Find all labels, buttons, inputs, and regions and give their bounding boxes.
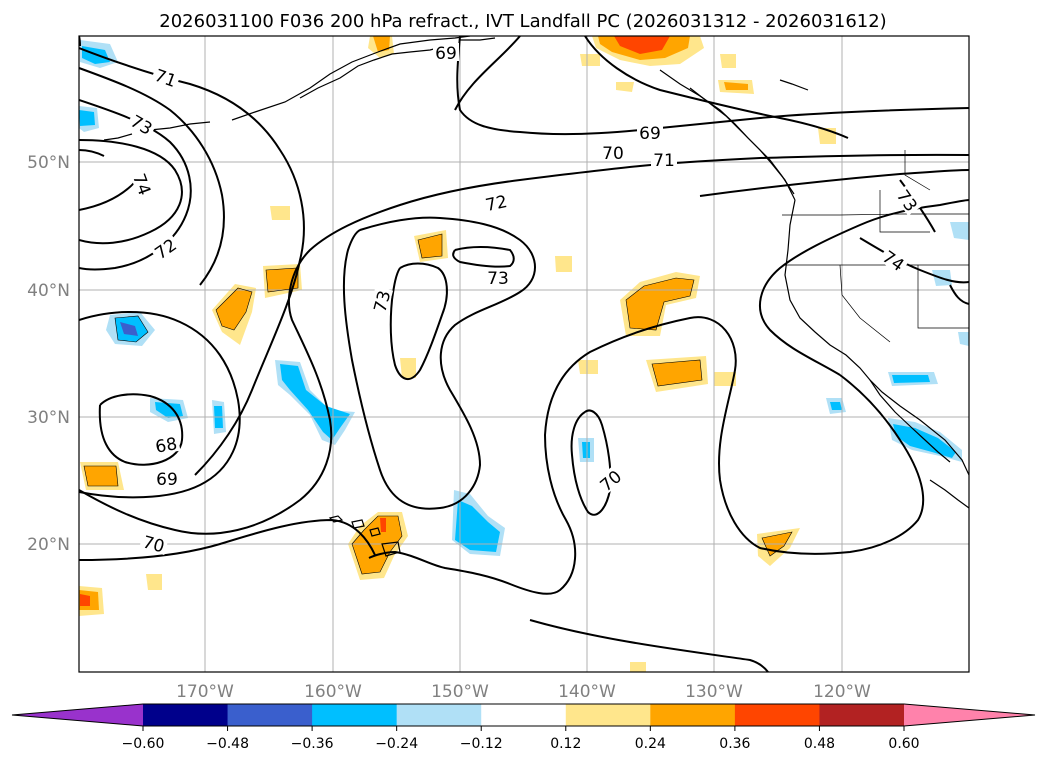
- lon-label: 170°W: [176, 682, 234, 702]
- lat-label: 40°N: [27, 281, 70, 301]
- colorbar-tick-label: 0.60: [888, 736, 919, 752]
- colorbar-tick-label: 0.12: [550, 736, 581, 752]
- contour-label: 70: [602, 144, 624, 164]
- positive-shading: [79, 36, 836, 672]
- colorbar-tick-label: −0.48: [206, 736, 249, 752]
- colorbar-tick-label: −0.24: [375, 736, 418, 752]
- colorbar-tick-label: −0.12: [460, 736, 503, 752]
- latitude-labels: 50°N 40°N 30°N 20°N: [27, 153, 70, 555]
- contour-label: 72: [484, 192, 509, 216]
- figure-title: 2026031100 F036 200 hPa refract., IVT La…: [159, 11, 886, 32]
- colorbar: −0.60 −0.48 −0.36 −0.24 −0.12 0.12 0.24 0.36 0.4…: [11, 703, 1036, 752]
- contour-label: 69: [639, 124, 661, 144]
- lon-label: 140°W: [558, 682, 616, 702]
- contour-label: 69: [435, 44, 457, 64]
- colorbar-tick-label: −0.36: [291, 736, 334, 752]
- lat-label: 20°N: [27, 535, 70, 555]
- colorbar-swatch: [312, 704, 398, 726]
- colorbar-swatch: [650, 704, 736, 726]
- colorbar-extend-low: [12, 704, 143, 726]
- coastlines: [103, 36, 969, 557]
- colorbar-tick-label: 0.24: [635, 736, 666, 752]
- colorbar-tick-label: 0.36: [719, 736, 750, 752]
- lat-label: 30°N: [27, 408, 70, 428]
- lon-label: 150°W: [431, 682, 489, 702]
- contour-lines: [79, 36, 969, 672]
- lat-label: 50°N: [27, 153, 70, 173]
- lon-label: 130°W: [685, 682, 743, 702]
- colorbar-swatch: [481, 704, 567, 726]
- contour-label: 71: [653, 151, 675, 171]
- colorbar-swatch: [565, 704, 651, 726]
- colorbar-swatch: [819, 704, 905, 726]
- contour-label: 68: [154, 434, 179, 457]
- lon-label: 120°W: [813, 682, 871, 702]
- lon-label: 160°W: [304, 682, 362, 702]
- colorbar-tick-label: 0.48: [804, 736, 835, 752]
- longitude-labels: 170°W 160°W 150°W 140°W 130°W 120°W: [176, 682, 871, 702]
- map-border: [78, 35, 970, 673]
- colorbar-extend-high: [904, 704, 1035, 726]
- contour-label: 69: [156, 470, 178, 490]
- colorbar-swatch: [396, 704, 482, 726]
- colorbar-swatch: [734, 704, 820, 726]
- colorbar-tick-label: −0.60: [122, 736, 165, 752]
- contour-label: 73: [487, 269, 509, 289]
- colorbar-swatch: [227, 704, 313, 726]
- colorbar-swatch: [143, 704, 229, 726]
